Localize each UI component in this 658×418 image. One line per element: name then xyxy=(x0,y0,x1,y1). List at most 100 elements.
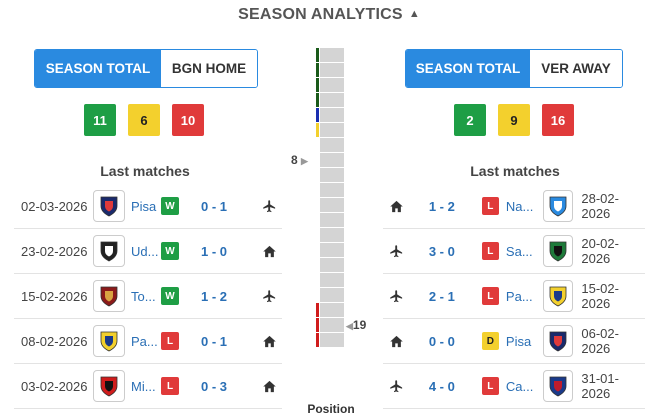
home-split-button[interactable]: BGN HOME xyxy=(161,50,257,87)
home-season-total-button[interactable]: SEASON TOTAL xyxy=(35,50,161,87)
home-view-toggle: SEASON TOTAL BGN HOME xyxy=(34,49,258,88)
match-row[interactable]: 02-03-2026 Pisa W 0 - 1 xyxy=(14,184,282,229)
zone-marker xyxy=(316,48,319,62)
zone-marker xyxy=(316,78,319,92)
result-badge: L xyxy=(481,242,499,260)
match-date: 31-01-2026 xyxy=(581,371,619,401)
team-crest-icon xyxy=(93,325,125,357)
match-row[interactable]: 2 - 1 L Pa... 15-02-2026 xyxy=(383,274,645,319)
result-badge: W xyxy=(161,197,179,215)
airplane-icon xyxy=(262,199,277,214)
home-icon xyxy=(389,334,404,349)
home-position-marker: 8 ▶ xyxy=(291,153,308,167)
position-segment xyxy=(320,243,344,257)
result-badge: L xyxy=(481,287,499,305)
match-row[interactable]: 23-02-2026 Ud... W 1 - 0 xyxy=(14,229,282,274)
opponent-name[interactable]: Ud... xyxy=(131,243,159,259)
match-score[interactable]: 4 - 0 xyxy=(428,378,455,394)
home-wins-count: 11 xyxy=(84,104,116,136)
airplane-icon xyxy=(389,379,404,394)
match-row[interactable]: 3 - 0 L Sa... 20-02-2026 xyxy=(383,229,645,274)
away-split-button[interactable]: VER AWAY xyxy=(530,50,622,87)
team-crest-icon xyxy=(93,235,125,267)
season-analytics-header[interactable]: SEASON ANALYTICS ▲ xyxy=(0,6,658,24)
zone-marker xyxy=(316,333,319,347)
away-wins-count: 2 xyxy=(454,104,486,136)
opponent-name[interactable]: Pa... xyxy=(131,333,158,349)
caret-left-icon: ◀ xyxy=(346,321,353,331)
match-score[interactable]: 0 - 3 xyxy=(200,378,227,394)
zone-marker xyxy=(316,63,319,77)
opponent-name[interactable]: To... xyxy=(131,288,156,304)
opponent-name[interactable]: Pisa xyxy=(505,333,532,349)
home-losses-count: 10 xyxy=(172,104,204,136)
match-score[interactable]: 1 - 2 xyxy=(200,288,227,304)
match-row[interactable]: 15-02-2026 To... W 1 - 2 xyxy=(14,274,282,319)
opponent-name[interactable]: Sa... xyxy=(505,243,533,259)
match-date: 06-02-2026 xyxy=(581,326,619,356)
position-segment xyxy=(320,138,344,152)
caret-right-icon: ▶ xyxy=(301,156,308,166)
away-losses-count: 16 xyxy=(542,104,574,136)
league-position-bar xyxy=(316,48,344,348)
result-badge: L xyxy=(161,332,179,350)
match-score[interactable]: 0 - 1 xyxy=(200,198,227,214)
position-segment xyxy=(316,78,344,92)
away-position-value: 19 xyxy=(352,318,367,332)
match-row[interactable]: 1 - 2 L Na... 28-02-2026 xyxy=(383,184,645,229)
match-row[interactable]: 08-02-2026 Pa... L 0 - 1 xyxy=(14,319,282,364)
team-crest-icon xyxy=(542,370,574,402)
zone-marker xyxy=(316,318,319,332)
zone-marker xyxy=(316,108,319,122)
home-draws-count: 6 xyxy=(128,104,160,136)
result-badge: W xyxy=(161,287,179,305)
home-icon xyxy=(262,334,277,349)
match-score[interactable]: 2 - 1 xyxy=(428,288,455,304)
home-position-value: 8 xyxy=(291,153,298,167)
team-crest-icon xyxy=(542,190,574,222)
position-segment xyxy=(316,93,344,107)
away-season-total-button[interactable]: SEASON TOTAL xyxy=(406,50,530,87)
away-view-toggle: SEASON TOTAL VER AWAY xyxy=(405,49,623,88)
position-segment xyxy=(320,228,344,242)
zone-marker xyxy=(316,123,319,137)
match-date: 28-02-2026 xyxy=(581,191,619,221)
opponent-name[interactable]: Ca... xyxy=(505,378,534,394)
position-segment xyxy=(320,273,344,287)
zone-marker xyxy=(316,303,319,317)
position-segment xyxy=(320,183,344,197)
opponent-name[interactable]: Pisa xyxy=(131,198,157,214)
result-badge: L xyxy=(481,197,499,215)
home-icon xyxy=(389,199,404,214)
position-segment xyxy=(316,108,344,122)
zone-marker xyxy=(316,93,319,107)
away-last-matches-title: Last matches xyxy=(470,163,560,179)
match-score[interactable]: 1 - 2 xyxy=(428,198,455,214)
team-crest-icon xyxy=(542,325,574,357)
result-badge: W xyxy=(161,242,179,260)
match-score[interactable]: 1 - 0 xyxy=(200,243,227,259)
match-score[interactable]: 3 - 0 xyxy=(428,243,455,259)
airplane-icon xyxy=(389,244,404,259)
opponent-name[interactable]: Mi... xyxy=(131,378,156,394)
match-row[interactable]: 0 - 0 D Pisa 06-02-2026 xyxy=(383,319,645,364)
match-date: 02-03-2026 xyxy=(21,198,88,214)
position-segment xyxy=(320,168,344,182)
opponent-name[interactable]: Na... xyxy=(505,198,534,214)
position-segment xyxy=(320,213,344,227)
away-record-boxes: 2 9 16 xyxy=(454,104,574,136)
match-row[interactable]: 03-02-2026 Mi... L 0 - 3 xyxy=(14,364,282,409)
position-segment xyxy=(316,333,344,347)
match-date: 08-02-2026 xyxy=(21,333,88,349)
match-date: 23-02-2026 xyxy=(21,243,88,259)
match-score[interactable]: 0 - 0 xyxy=(428,333,455,349)
position-label: Position xyxy=(307,402,355,416)
home-icon xyxy=(262,379,277,394)
opponent-name[interactable]: Pa... xyxy=(505,288,533,304)
match-score[interactable]: 0 - 1 xyxy=(200,333,227,349)
match-row[interactable]: 4 - 0 L Ca... 31-01-2026 xyxy=(383,364,645,409)
away-draws-count: 9 xyxy=(498,104,530,136)
position-segment xyxy=(316,63,344,77)
team-crest-icon xyxy=(93,190,125,222)
result-badge: L xyxy=(161,377,179,395)
